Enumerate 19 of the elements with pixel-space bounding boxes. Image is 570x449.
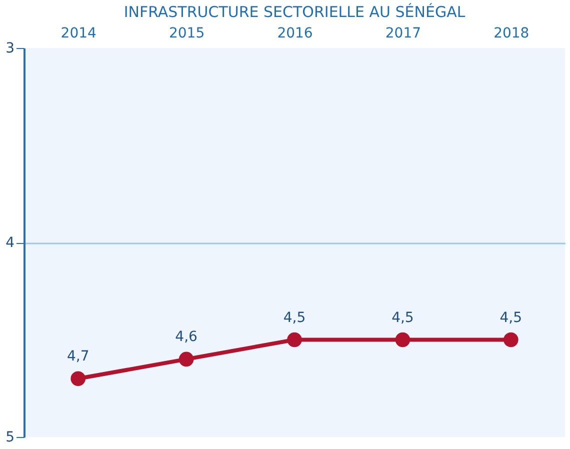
x-tick-label: 2017: [385, 26, 422, 42]
y-tick-label: 3: [6, 40, 14, 56]
x-tick-label: 2018: [494, 26, 530, 42]
point: [70, 371, 86, 386]
point: [178, 352, 194, 367]
point: [287, 332, 302, 348]
x-tick-label: 2015: [168, 26, 205, 42]
x-tick-label: 2016: [277, 26, 313, 42]
x-tick-label: 2014: [60, 26, 96, 42]
data-label: 4,5: [392, 310, 414, 326]
y-tick-label: 5: [6, 430, 14, 446]
data-label: 4,5: [500, 310, 522, 326]
chart-title: INFRASTRUCTURE SECTORIELLE AU SÉNÉGAL: [124, 3, 466, 21]
data-label: 4,6: [175, 329, 198, 346]
data-label: 4,5: [283, 310, 306, 326]
y-tick-label: 4: [6, 235, 15, 251]
data-label: 4,7: [66, 348, 90, 365]
point: [395, 332, 410, 348]
point: [503, 332, 518, 348]
